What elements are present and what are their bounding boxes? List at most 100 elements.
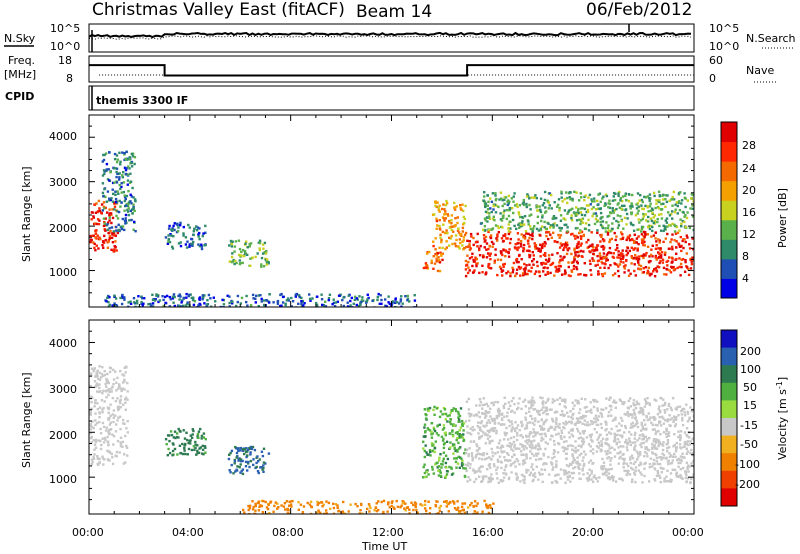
power-ytick-3000: 3000 bbox=[49, 176, 77, 189]
velocity-data bbox=[89, 365, 694, 514]
x-axis-label: Time UT bbox=[361, 540, 407, 553]
nsearch-label: N.Search bbox=[746, 32, 796, 45]
velocity-colorbar-swatch-9 bbox=[721, 488, 737, 507]
xtick-0800: 08:00 bbox=[272, 526, 304, 539]
title-station: Christmas Valley East (fitACF) bbox=[92, 0, 345, 20]
power-colorbar-frame bbox=[720, 121, 738, 299]
velocity-colorbar-label: Velocity [m s-1] bbox=[775, 377, 789, 460]
velocity-colorbar-swatch-4 bbox=[721, 400, 737, 419]
velocity-colorbar-swatch-1 bbox=[721, 347, 737, 366]
nsky-panel: 10^5 10^0 10^5 10^0 N.Sky N.Search bbox=[4, 22, 796, 53]
vel-cbar-tick-100: 100 bbox=[740, 363, 761, 376]
xtick-0400: 04:00 bbox=[172, 526, 204, 539]
power-feature-1 bbox=[101, 150, 137, 233]
power-ytick-1000: 1000 bbox=[49, 266, 77, 279]
power-cbar-tick-12: 12 bbox=[742, 228, 756, 241]
power-cbar-tick-4: 4 bbox=[742, 272, 749, 285]
velocity-colorbar: 200 100 50 15 -15 -50 -100 -200 Velocity… bbox=[720, 329, 789, 507]
power-colorbar: 28 24 20 16 12 8 4 Power [dB] bbox=[720, 121, 789, 299]
xtick-1600: 16:00 bbox=[472, 526, 504, 539]
vel-cbar-tick-50: 50 bbox=[743, 381, 757, 394]
velocity-colorbar-swatch-0 bbox=[721, 330, 737, 349]
nsky-label: N.Sky bbox=[4, 32, 36, 45]
vel-cbar-tick-minus15: -15 bbox=[740, 419, 758, 432]
power-colorbar-swatch-7 bbox=[721, 141, 737, 162]
x-axis: 00:00 04:00 08:00 12:00 16:00 20:00 00:0… bbox=[72, 526, 704, 553]
nsearch-tick-high: 10^5 bbox=[709, 22, 739, 35]
velocity-feature-1 bbox=[164, 427, 207, 457]
power-cbar-tick-28: 28 bbox=[742, 139, 756, 152]
velocity-colorbar-swatch-2 bbox=[721, 365, 737, 384]
power-feature-6 bbox=[464, 230, 694, 278]
power-colorbar-swatch-0 bbox=[721, 278, 737, 299]
velocity-colorbar-swatch-8 bbox=[721, 470, 737, 489]
velocity-ylabel: Slant Range [km] bbox=[20, 372, 33, 468]
nave-label: Nave bbox=[746, 64, 774, 77]
cpid-label: CPID bbox=[5, 90, 34, 103]
vel-cbar-tick-minus100: -100 bbox=[735, 458, 760, 471]
title-date: 06/Feb/2012 bbox=[586, 0, 692, 20]
power-ylabel: Slant Range [km] bbox=[20, 166, 33, 262]
xtick-2400: 00:00 bbox=[672, 526, 704, 539]
freq-trace bbox=[89, 64, 694, 77]
title-beam: Beam 14 bbox=[356, 2, 432, 22]
vel-cbar-tick-15: 15 bbox=[743, 399, 757, 412]
velocity-ytick-2000: 2000 bbox=[49, 429, 77, 442]
power-colorbar-swatches bbox=[721, 122, 737, 299]
cpid-program: themis 3300 IF bbox=[96, 94, 188, 107]
nsky-frame bbox=[88, 23, 695, 53]
power-feature-3 bbox=[228, 239, 270, 268]
power-colorbar-swatch-3 bbox=[721, 219, 737, 240]
velocity-feature-5 bbox=[242, 499, 495, 514]
velocity-colorbar-frame bbox=[720, 329, 738, 507]
velocity-ytick-4000: 4000 bbox=[49, 337, 77, 350]
power-colorbar-swatch-5 bbox=[721, 180, 737, 201]
velocity-panel: 4000 3000 2000 1000 Slant Range [km] bbox=[20, 319, 695, 515]
velocity-ytick-3000: 3000 bbox=[49, 383, 77, 396]
nsky-tick-high: 10^5 bbox=[50, 22, 80, 35]
freq-tick-low: 8 bbox=[66, 72, 73, 85]
velocity-colorbar-swatch-7 bbox=[721, 453, 737, 472]
power-feature-7 bbox=[479, 190, 694, 233]
velocity-feature-2 bbox=[227, 445, 271, 476]
xtick-2000: 20:00 bbox=[572, 526, 604, 539]
power-data bbox=[89, 150, 694, 307]
power-ytick-2000: 2000 bbox=[49, 222, 77, 235]
power-feature-8 bbox=[104, 292, 417, 307]
velocity-feature-4 bbox=[464, 396, 694, 485]
power-axis-ticks bbox=[88, 114, 695, 307]
power-colorbar-swatch-1 bbox=[721, 258, 737, 279]
power-colorbar-swatch-6 bbox=[721, 161, 737, 182]
nave-tick-high: 60 bbox=[709, 54, 723, 67]
power-cbar-tick-20: 20 bbox=[742, 184, 756, 197]
freq-unit-label: [MHz] bbox=[4, 68, 36, 81]
power-ytick-4000: 4000 bbox=[49, 130, 77, 143]
power-colorbar-swatch-2 bbox=[721, 239, 737, 260]
vel-cbar-tick-minus200: -200 bbox=[735, 478, 760, 491]
nsearch-trace bbox=[88, 35, 692, 40]
xtick-1200: 12:00 bbox=[372, 526, 404, 539]
freq-tick-high: 18 bbox=[58, 54, 72, 67]
power-feature-5 bbox=[431, 199, 467, 251]
freq-frame bbox=[88, 55, 695, 83]
power-feature-4 bbox=[422, 250, 444, 273]
power-colorbar-swatch-8 bbox=[721, 122, 737, 143]
vel-cbar-tick-minus50: -50 bbox=[740, 438, 758, 451]
velocity-colorbar-swatch-3 bbox=[721, 382, 737, 401]
velocity-colorbar-swatch-6 bbox=[721, 435, 737, 454]
power-cbar-tick-8: 8 bbox=[742, 250, 749, 263]
cpid-frame bbox=[88, 85, 695, 111]
nave-tick-low: 0 bbox=[709, 72, 716, 85]
vel-cbar-tick-200: 200 bbox=[740, 345, 761, 358]
power-colorbar-label: Power [dB] bbox=[776, 188, 789, 248]
power-cbar-tick-16: 16 bbox=[742, 206, 756, 219]
freq-label: Freq. bbox=[8, 54, 35, 67]
freq-panel: 18 8 60 0 Freq. [MHz] Nave bbox=[4, 54, 776, 85]
velocity-axis-ticks bbox=[88, 319, 695, 514]
nsky-tick-low: 10^0 bbox=[50, 40, 80, 53]
velocity-colorbar-swatch-5 bbox=[721, 418, 737, 437]
velocity-feature-0 bbox=[89, 365, 129, 466]
power-colorbar-swatch-4 bbox=[721, 200, 737, 221]
power-plot-area bbox=[89, 115, 694, 307]
